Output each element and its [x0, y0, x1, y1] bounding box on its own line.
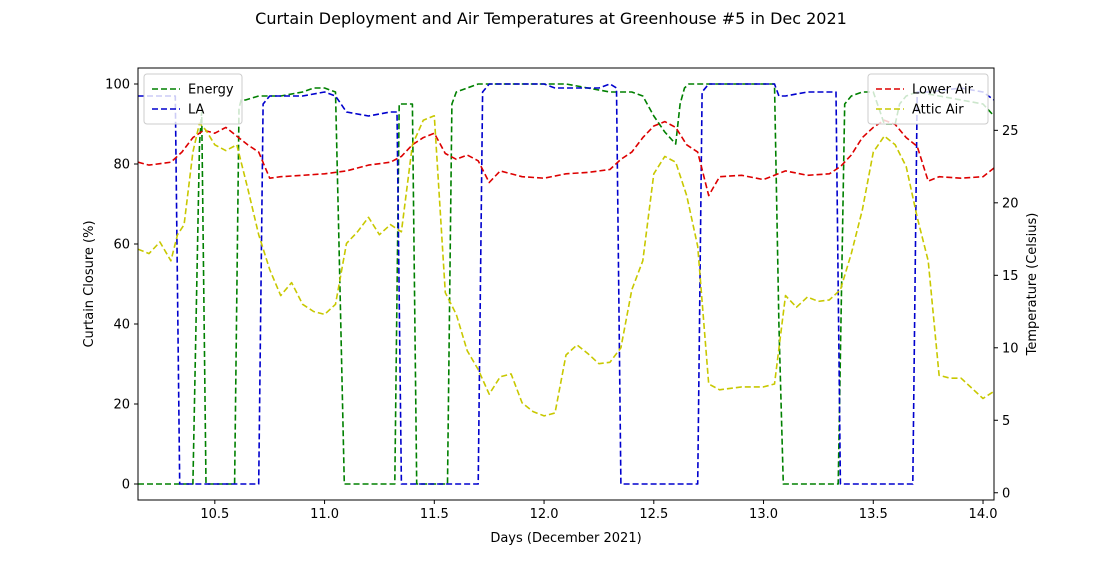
x-tick-label: 12.5 [639, 507, 668, 522]
right-y-tick-label: 0 [1002, 486, 1010, 501]
legend-label-la: LA [188, 103, 205, 118]
left-y-tick-label: 20 [113, 398, 130, 413]
series-line-attic-air [138, 115, 994, 417]
right-y-tick-label: 25 [1002, 124, 1019, 139]
legend-label-lower-air: Lower Air [912, 83, 974, 98]
series-line-la [138, 83, 994, 485]
left-y-tick-label: 0 [122, 478, 130, 493]
legend-label-energy: Energy [188, 83, 234, 98]
legend-label-attic-air: Attic Air [912, 103, 964, 118]
x-tick-label: 14.0 [969, 507, 998, 522]
left-y-axis-label: Curtain Closure (%) [82, 220, 97, 347]
x-tick-label: 13.0 [749, 507, 778, 522]
legend-right: Lower Air Attic Air [867, 73, 989, 125]
plot-frame [137, 67, 995, 501]
left-y-tick-label: 100 [105, 78, 130, 93]
x-axis: 10.5 11.0 11.5 12.0 12.5 13.0 13.5 14.0 [200, 500, 998, 522]
right-y-tick-label: 10 [1002, 341, 1019, 356]
x-tick-label: 13.5 [859, 507, 888, 522]
right-y-tick-label: 5 [1002, 414, 1010, 429]
left-y-tick-label: 80 [113, 158, 130, 173]
left-y-tick-label: 40 [113, 318, 130, 333]
x-tick-label: 11.5 [420, 507, 449, 522]
chart-title: Curtain Deployment and Air Temperatures … [255, 9, 847, 28]
legend-box [143, 73, 243, 125]
left-y-tick-label: 60 [113, 238, 130, 253]
series-line-lower-air [138, 119, 994, 197]
right-y-axis-label: Temperature (Celsius) [1025, 213, 1040, 357]
series-line-energy [138, 83, 994, 485]
right-y-tick-label: 15 [1002, 269, 1019, 284]
right-y-axis: 0 5 10 15 20 25 [994, 124, 1019, 501]
x-tick-label: 11.0 [310, 507, 339, 522]
left-y-axis: 0 20 40 60 80 100 [105, 78, 138, 493]
x-tick-label: 10.5 [200, 507, 229, 522]
legend-left: Energy LA [143, 73, 243, 125]
legend-box [867, 73, 989, 125]
right-y-tick-label: 20 [1002, 196, 1019, 211]
x-tick-label: 12.0 [530, 507, 559, 522]
x-axis-label: Days (December 2021) [490, 531, 641, 546]
series-layer [138, 83, 994, 485]
